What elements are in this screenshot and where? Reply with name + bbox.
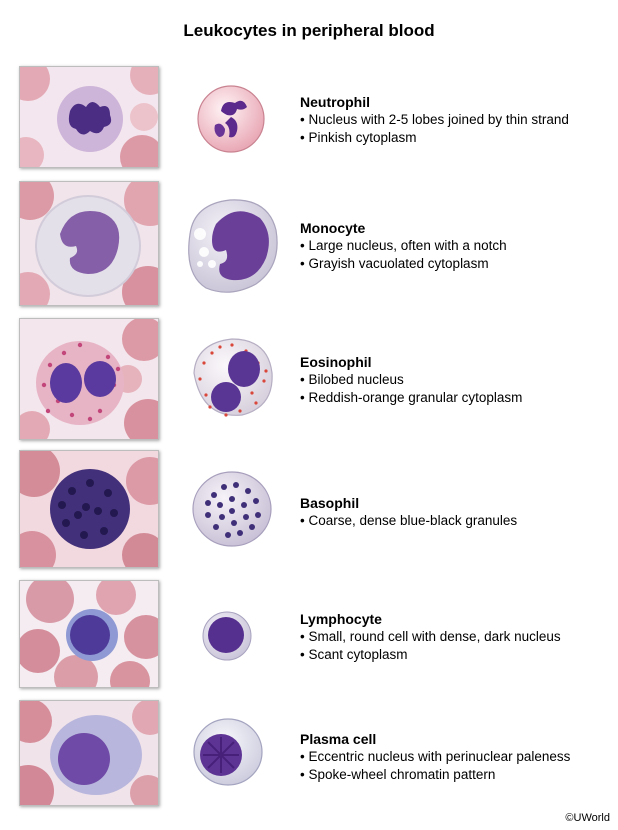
bullet-item: • Pinkish cytoplasm — [300, 130, 417, 145]
bullet-item: • Large nucleus, often with a notch — [300, 238, 507, 253]
plasma-cell-description: Plasma cell • Eccentric nucleus with per… — [300, 730, 570, 784]
basophil-illustration — [190, 469, 274, 549]
bullet-item: • Coarse, dense blue-black granules — [300, 513, 518, 528]
monocyte-micrograph — [19, 181, 159, 306]
eosinophil-illustration — [186, 333, 276, 423]
basophil-description: Basophil • Coarse, dense blue-black gran… — [300, 494, 517, 530]
copyright-notice: ©UWorld — [565, 812, 610, 824]
monocyte-illustration — [180, 194, 282, 296]
neutrophil-description: Neutrophil • Nucleus with 2-5 lobes join… — [300, 93, 569, 147]
bullet-item: • Nucleus with 2-5 lobes joined by thin … — [300, 112, 569, 127]
cell-name: Plasma cell — [300, 731, 377, 747]
cell-name: Neutrophil — [300, 94, 370, 110]
eosinophil-description: Eosinophil • Bilobed nucleus • Reddish-o… — [300, 353, 522, 407]
eosinophil-micrograph — [19, 318, 159, 440]
plasma-cell-illustration — [190, 715, 264, 789]
lymphocyte-illustration — [201, 610, 253, 662]
bullet-item: • Bilobed nucleus — [300, 372, 404, 387]
neutrophil-micrograph — [19, 66, 159, 168]
bullet-item: • Grayish vacuolated cytoplasm — [300, 256, 489, 271]
cell-name: Basophil — [300, 495, 360, 511]
basophil-micrograph — [19, 450, 159, 568]
bullet-item: • Spoke-wheel chromatin pattern — [300, 767, 496, 782]
bullet-item: • Scant cytoplasm — [300, 647, 408, 662]
lymphocyte-description: Lymphocyte • Small, round cell with dens… — [300, 610, 561, 664]
monocyte-description: Monocyte • Large nucleus, often with a n… — [300, 219, 507, 273]
bullet-item: • Eccentric nucleus with perinuclear pal… — [300, 749, 571, 764]
lymphocyte-micrograph — [19, 580, 159, 688]
plasma-cell-micrograph — [19, 700, 159, 806]
diagram-title: Leukocytes in peripheral blood — [183, 21, 435, 40]
neutrophil-illustration — [195, 83, 267, 155]
bullet-item: • Reddish-orange granular cytoplasm — [300, 390, 523, 405]
bullet-item: • Small, round cell with dense, dark nuc… — [300, 629, 561, 644]
cell-name: Lymphocyte — [300, 611, 382, 627]
cell-name: Monocyte — [300, 220, 366, 236]
cell-name: Eosinophil — [300, 354, 372, 370]
